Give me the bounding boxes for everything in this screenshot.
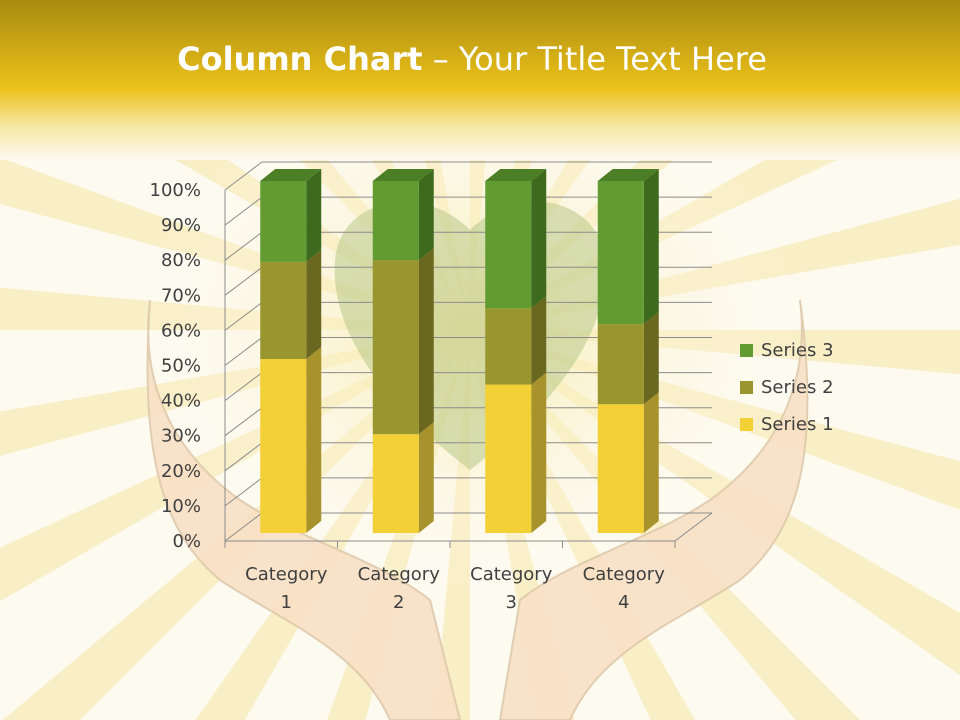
bar-side <box>306 249 322 360</box>
bar-side <box>643 312 659 405</box>
bar-top <box>485 169 547 181</box>
legend-swatch <box>740 344 753 357</box>
bar-front <box>372 181 419 261</box>
bar-side <box>306 169 322 262</box>
bar-series-1-2 <box>372 422 434 533</box>
bar-side <box>418 248 434 435</box>
bar-top <box>372 169 434 181</box>
y-tick-label: 20% <box>161 461 201 482</box>
y-tick-label: 100% <box>150 180 201 201</box>
bar-series-2-3 <box>485 296 547 385</box>
legend-label: Series 3 <box>761 340 834 361</box>
y-tick-label: 40% <box>161 391 201 412</box>
bar-series-2-2 <box>372 248 434 435</box>
bar-top <box>260 169 322 181</box>
bar-front <box>372 434 419 533</box>
bar-side <box>643 392 659 533</box>
bar-side <box>531 169 547 309</box>
chart-labels: 0% 10% 20% 30% 40% 50% 60% 70% 80% 90% 100% Categor… <box>150 180 666 613</box>
legend-item-series-1: Series 1 <box>740 406 834 443</box>
bar-front <box>485 181 532 309</box>
bar-side <box>306 347 322 533</box>
bar-front <box>260 181 307 262</box>
legend-swatch <box>740 418 753 431</box>
bar-front <box>260 261 307 360</box>
bar-series-1-1 <box>260 347 322 533</box>
legend-item-series-2: Series 2 <box>740 369 834 406</box>
slide-title: Column Chart – Your Title Text Here <box>0 40 944 78</box>
x-category-label: Category <box>470 564 553 585</box>
bar-front <box>372 260 419 435</box>
floor-edge <box>674 512 713 542</box>
sunburst-ray <box>0 330 470 456</box>
x-category-label: Category <box>245 564 328 585</box>
bar-series-2-1 <box>260 249 322 360</box>
y-tick-label: 0% <box>172 531 201 552</box>
bar-front <box>597 404 644 533</box>
bar-series-3-1 <box>260 169 322 262</box>
bar-series-1-3 <box>485 372 547 533</box>
bar-series-3-3 <box>485 169 547 309</box>
title-bold: Column Chart <box>177 40 423 78</box>
y-tick-label: 10% <box>161 496 201 517</box>
y-tick-label: 90% <box>161 215 201 236</box>
bar-top <box>597 169 659 181</box>
title-rest: – Your Title Text Here <box>422 40 767 78</box>
bar-front <box>597 324 644 405</box>
x-category-label: 2 <box>393 592 404 613</box>
gridline <box>224 161 712 191</box>
x-category-label: 1 <box>281 592 292 613</box>
y-tick-label: 60% <box>161 320 201 341</box>
legend-item-series-3: Series 3 <box>740 332 834 369</box>
y-tick-label: 50% <box>161 356 201 377</box>
legend-label: Series 1 <box>761 414 834 435</box>
bar-front <box>597 181 644 325</box>
y-tick-label: 80% <box>161 250 201 271</box>
bar-side <box>531 372 547 533</box>
bar-side <box>418 169 434 261</box>
x-category-label: Category <box>583 564 666 585</box>
sunburst-ray <box>470 330 960 375</box>
legend-swatch <box>740 381 753 394</box>
bar-series-3-4 <box>597 169 659 325</box>
chart-legend: Series 3 Series 2 Series 1 <box>740 332 834 443</box>
legend-label: Series 2 <box>761 377 834 398</box>
bar-side <box>531 296 547 385</box>
chart-bars <box>260 169 659 533</box>
bar-front <box>485 384 532 533</box>
bar-front <box>485 308 532 385</box>
x-category-label: 3 <box>506 592 517 613</box>
bar-side <box>418 422 434 533</box>
bar-series-1-4 <box>597 392 659 533</box>
bar-side <box>643 169 659 325</box>
bar-series-2-4 <box>597 312 659 405</box>
x-category-label: Category <box>358 564 441 585</box>
x-category-label: 4 <box>618 592 629 613</box>
bar-front <box>260 359 307 533</box>
y-tick-label: 30% <box>161 426 201 447</box>
y-tick-label: 70% <box>161 285 201 306</box>
bar-series-3-2 <box>372 169 434 261</box>
